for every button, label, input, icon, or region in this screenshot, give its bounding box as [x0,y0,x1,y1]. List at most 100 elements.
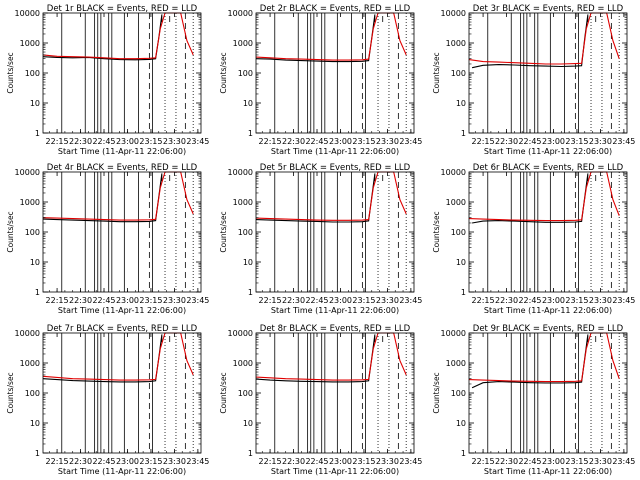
chart-title: Det 8r BLACK = Events, RED = LLD [260,324,411,334]
y-tick-label: 100 [238,69,253,78]
y-axis-label: Counts/sec [6,211,15,252]
lld-series-line [42,12,194,60]
plot-frame [42,332,202,454]
chart-title: Det 1r BLACK = Events, RED = LLD [47,4,198,14]
x-tick-label: 23:45 [399,296,422,305]
x-tick-label: 22:45 [305,296,328,305]
x-tick-label: 23:00 [116,457,139,466]
chart-panel-4: Det 4r BLACK = Events, RED = LLD 1 10 100 10… [6,163,209,315]
plot-frame [255,171,415,293]
x-tick-label: 22:45 [305,457,328,466]
chart-panel-8: Det 8r BLACK = Events, RED = LLD 1 10 100 10… [219,324,422,476]
lld-series-line [255,171,407,221]
y-axis-label: Counts/sec [219,52,228,93]
y-tick-label: 10 [456,99,466,108]
y-axis-label: Counts/sec [6,52,15,93]
x-tick-label: 22:45 [518,137,541,146]
y-tick-label: 10 [30,419,40,428]
lld-series-line [42,332,194,381]
lld-series-line [255,12,407,61]
x-tick-label: 23:30 [376,137,399,146]
lld-series-line [468,332,620,383]
x-tick-label: 22:30 [69,457,92,466]
y-tick-label: 1000 [233,359,253,368]
plot-frame [468,12,628,134]
x-tick-label: 23:30 [376,457,399,466]
x-tick-label: 23:00 [116,296,139,305]
y-tick-label: 10000 [228,9,253,18]
plot-frame [255,12,415,134]
y-tick-label: 10 [243,419,253,428]
y-tick-label: 10 [243,99,253,108]
x-tick-label: 23:45 [186,137,209,146]
x-tick-label: 22:30 [69,137,92,146]
events-series-line [471,14,589,69]
plot-frame [42,171,202,293]
chart-panel-6: Det 6r BLACK = Events, RED = LLD 1 10 100 10… [432,163,635,315]
x-tick-label: 22:15 [46,457,69,466]
y-tick-label: 1 [248,449,253,458]
y-tick-label: 1 [35,449,40,458]
chart-title: Det 3r BLACK = Events, RED = LLD [473,4,624,14]
x-tick-label: 23:30 [589,457,612,466]
chart-panel-2: Det 2r BLACK = Events, RED = LLD 1 10 100 10… [219,4,422,156]
x-axis-label: Start Time (11-Apr-11 22:06:00) [271,147,399,156]
y-tick-label: 1 [35,129,40,138]
x-tick-label: 22:45 [92,137,115,146]
x-tick-label: 23:15 [139,296,162,305]
plot-frame [42,12,202,134]
chart-title: Det 6r BLACK = Events, RED = LLD [473,163,624,173]
events-series-line [42,14,163,61]
y-axis-label: Counts/sec [219,211,228,252]
x-tick-label: 23:00 [329,457,352,466]
chart-panel-1: Det 1r BLACK = Events, RED = LLD 1 10 100 10… [6,4,209,156]
y-tick-label: 1000 [233,198,253,207]
x-axis-label: Start Time (11-Apr-11 22:06:00) [58,147,186,156]
y-axis-label: Counts/sec [219,372,228,413]
y-tick-label: 1 [461,288,466,297]
y-tick-label: 10 [30,99,40,108]
chart-panel-9: Det 9r BLACK = Events, RED = LLD 1 10 100 10… [432,324,635,476]
x-tick-label: 23:00 [329,137,352,146]
y-tick-label: 1000 [446,39,466,48]
lld-series-line [468,12,620,65]
x-tick-label: 23:15 [139,137,162,146]
x-tick-label: 22:15 [46,137,69,146]
x-tick-label: 23:00 [542,296,565,305]
y-tick-label: 100 [25,228,40,237]
events-series-line [472,173,589,224]
lld-series-line [255,332,407,381]
events-series-line [255,334,376,383]
x-tick-label: 23:00 [116,137,139,146]
y-tick-label: 100 [25,389,40,398]
events-series-line [42,173,163,223]
x-tick-label: 23:30 [163,457,186,466]
y-tick-label: 10000 [441,168,466,177]
y-tick-label: 10000 [228,168,253,177]
y-tick-label: 100 [25,69,40,78]
x-tick-label: 23:45 [399,457,422,466]
x-tick-label: 22:45 [92,296,115,305]
y-tick-label: 10000 [228,329,253,338]
x-axis-label: Start Time (11-Apr-11 22:06:00) [484,147,612,156]
x-tick-label: 23:45 [612,296,635,305]
x-tick-label: 22:30 [495,296,518,305]
x-tick-label: 23:15 [139,457,162,466]
chart-title: Det 2r BLACK = Events, RED = LLD [260,4,411,14]
y-tick-label: 100 [451,389,466,398]
y-tick-label: 1000 [20,359,40,368]
x-tick-label: 22:30 [282,457,305,466]
x-tick-label: 23:15 [565,296,588,305]
x-tick-label: 23:15 [565,457,588,466]
x-tick-label: 22:30 [282,296,305,305]
x-tick-label: 23:15 [352,137,375,146]
plot-frame [468,332,628,454]
x-tick-label: 22:45 [305,137,328,146]
lld-series-line [42,171,194,221]
y-tick-label: 1 [248,288,253,297]
y-tick-label: 1 [248,129,253,138]
y-tick-label: 1 [461,129,466,138]
x-tick-label: 23:00 [542,137,565,146]
x-tick-label: 22:15 [472,137,495,146]
